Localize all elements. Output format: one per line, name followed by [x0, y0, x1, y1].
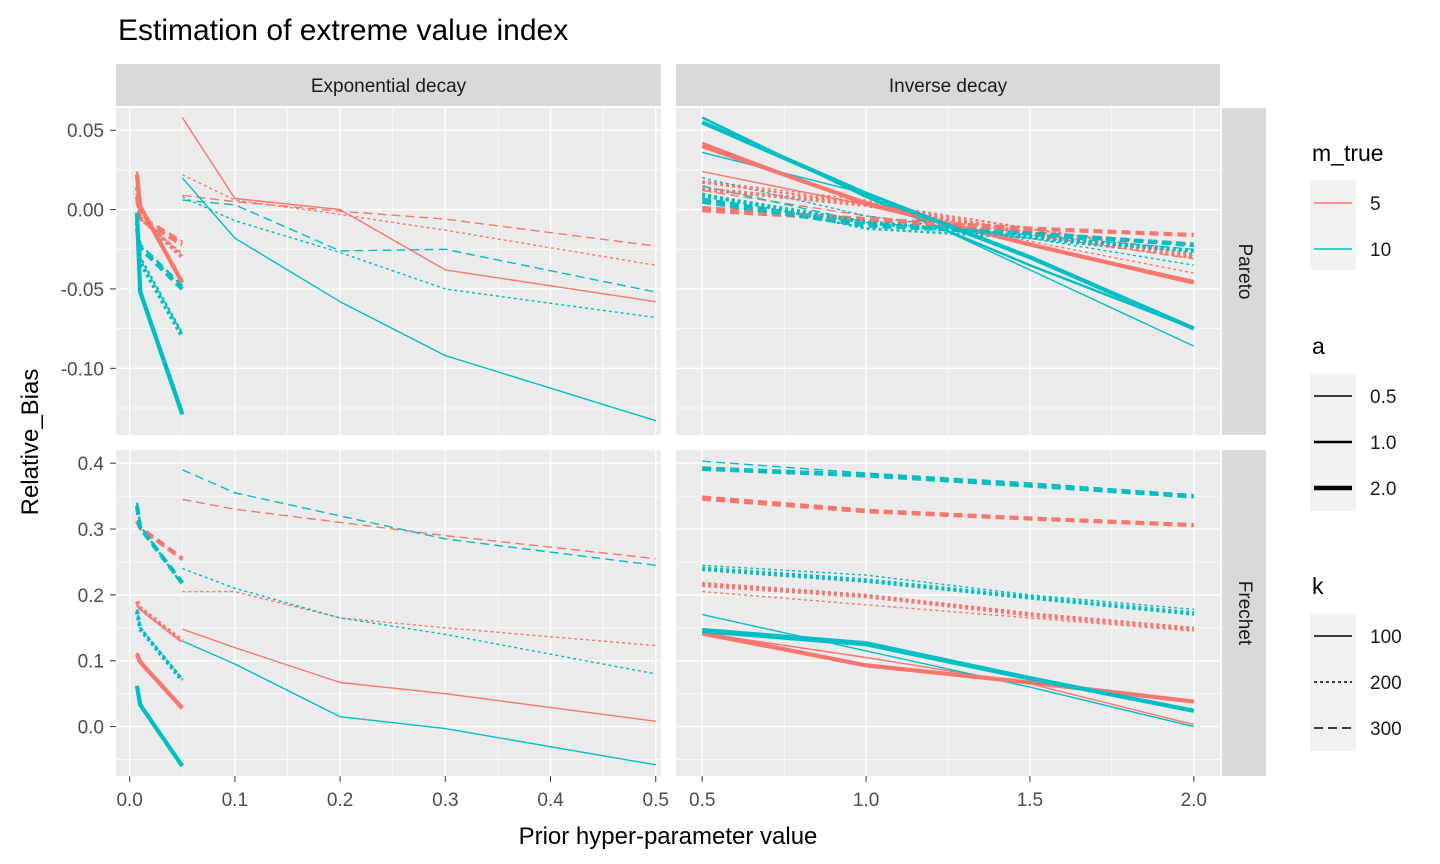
x-tick-label: 0.3 [432, 790, 458, 811]
y-tick-label: 0.3 [78, 520, 104, 541]
legend-title-a: a [1312, 333, 1325, 359]
series-line [701, 192, 1194, 257]
series-line [182, 498, 656, 560]
legend-entry-label: 10 [1370, 240, 1391, 261]
row-strip [1222, 108, 1266, 435]
chart-title: Estimation of extreme value index [118, 14, 568, 47]
y-tick-label: 0.4 [78, 454, 105, 475]
legend-entry-label: 2.0 [1370, 479, 1396, 500]
series-line [702, 496, 1194, 528]
series-line [134, 212, 185, 416]
facet-panels: Exponential decay Inverse decay Pareto Frec… [61, 64, 1266, 811]
series-line [181, 177, 656, 422]
series-line [702, 466, 1194, 499]
series-line [702, 632, 1194, 726]
column-strip-label: Inverse decay [889, 76, 1008, 97]
panel-background [116, 108, 661, 435]
x-tick-label: 0.2 [327, 790, 353, 811]
series-line [702, 629, 1195, 713]
x-tick-label: 0.5 [689, 790, 715, 811]
series-line [134, 505, 184, 585]
legend: m_true 5 10 a 0.5 1.0 2.0 k 100 200 300 [1310, 140, 1402, 751]
y-tick-label: -0.10 [61, 359, 104, 380]
series-line [182, 194, 656, 247]
x-tick-label: 0.5 [643, 790, 669, 811]
legend-entry-label: 300 [1370, 719, 1402, 740]
series-line [182, 640, 656, 766]
y-tick-label: 0.00 [67, 201, 104, 222]
series-line [182, 628, 656, 722]
series-line [701, 631, 1195, 704]
column-strip-label: Exponential decay [311, 76, 467, 97]
series-line [702, 566, 1195, 616]
series-line [182, 196, 656, 319]
series-line [182, 590, 656, 647]
series-line [702, 181, 1194, 256]
legend-entry-label: 100 [1370, 627, 1402, 648]
series-line [701, 186, 1195, 260]
series-line [702, 564, 1194, 611]
series-line [134, 228, 184, 291]
x-tick-label: 0.4 [537, 790, 564, 811]
y-tick-label: -0.05 [61, 280, 104, 301]
column-strip [116, 64, 661, 106]
series-line [702, 582, 1194, 632]
row-strip-label: Pareto [1234, 244, 1255, 300]
row-strip [1222, 450, 1266, 776]
x-tick-label: 1.0 [853, 790, 879, 811]
y-axis-label: Relative_Bias [17, 369, 44, 516]
series-line [134, 685, 185, 768]
x-tick-label: 2.0 [1181, 790, 1207, 811]
series-line [701, 120, 1195, 331]
series-line [135, 600, 184, 643]
series-line [702, 613, 1194, 728]
row-strip-label: Frechet [1234, 581, 1255, 646]
legend-entry-label: 200 [1370, 673, 1402, 694]
series-line [181, 117, 656, 303]
column-strip [676, 64, 1220, 106]
series-line [702, 177, 1194, 266]
legend-entry-label: 0.5 [1370, 387, 1396, 408]
y-tick-label: 0.05 [67, 121, 104, 142]
series-line [181, 174, 656, 266]
series-line [182, 199, 656, 293]
legend-entry-label: 5 [1370, 194, 1381, 215]
series-line [701, 199, 1194, 247]
y-tick-label: 0.1 [78, 652, 104, 673]
series-line [702, 590, 1194, 632]
x-tick-label: 0.0 [116, 790, 142, 811]
series-line [134, 196, 184, 247]
legend-entry-label: 1.0 [1370, 433, 1396, 454]
legend-title-k: k [1312, 573, 1324, 599]
y-tick-label: 0.0 [78, 718, 104, 739]
x-tick-label: 1.5 [1017, 790, 1043, 811]
series-line [136, 604, 184, 644]
x-axis-label: Prior hyper-parameter value [519, 823, 818, 850]
data-lines [134, 116, 1195, 768]
series-line [182, 469, 656, 566]
series-line [701, 193, 1194, 253]
y-tick-label: 0.2 [78, 586, 104, 607]
x-tick-label: 0.1 [222, 790, 248, 811]
series-line [182, 567, 656, 675]
legend-key-background [1310, 180, 1356, 270]
series-line [134, 611, 184, 682]
series-line [135, 653, 184, 710]
legend-title-m-true: m_true [1312, 140, 1384, 166]
